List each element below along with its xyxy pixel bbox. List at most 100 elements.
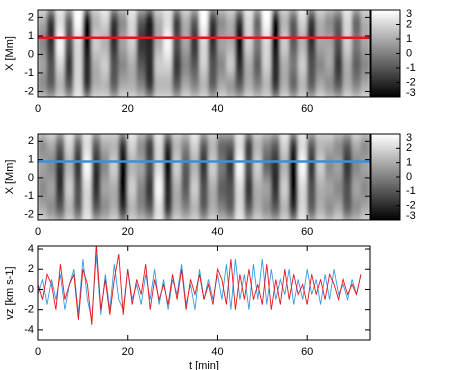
colorbar-tick-label: 2: [406, 18, 412, 30]
heatmap-cell: [279, 74, 290, 97]
heatmap-cell: [288, 134, 299, 156]
heatmap-cell: [351, 176, 362, 199]
colorbar-step: [371, 60, 400, 63]
heatmap-cell: [73, 53, 84, 76]
y-tick-label: 2: [28, 135, 34, 147]
heatmap-cell: [253, 198, 263, 220]
colorbar-step: [371, 55, 400, 59]
colorbar-step: [371, 23, 400, 26]
colorbar-step: [371, 79, 400, 83]
heatmap-cell: [109, 31, 120, 54]
heatmap-cell: [145, 31, 155, 54]
colorbar-step: [371, 42, 400, 46]
heatmap-cell: [333, 176, 344, 199]
heatmap-cell: [208, 10, 218, 33]
colorbar-step: [371, 198, 400, 202]
heatmap-cell: [244, 74, 254, 97]
heatmap-cell: [351, 134, 362, 156]
heatmap-cell: [244, 155, 254, 178]
y-tick-label: 4: [28, 243, 34, 255]
colorbar-step: [371, 140, 400, 144]
heatmap-cell: [181, 176, 191, 199]
colorbar-step: [371, 181, 400, 184]
colorbar-step: [371, 18, 400, 22]
colorbar-tick-label: -2: [406, 76, 416, 88]
colorbar-step: [371, 77, 400, 81]
heatmap-cells: [38, 10, 370, 97]
heatmap-cell: [342, 198, 353, 220]
heatmap-cell: [262, 74, 272, 97]
heatmap-cell: [315, 10, 326, 33]
heatmap-cell: [145, 74, 155, 97]
heatmap-cell: [360, 53, 370, 76]
heatmap-cell: [73, 31, 84, 54]
heatmap-cell: [208, 198, 218, 220]
heatmap-cell: [235, 134, 245, 156]
colorbar-step: [371, 185, 400, 189]
heatmap-cell: [288, 155, 299, 178]
heatmap: [38, 10, 370, 97]
heatmap-cell: [351, 31, 362, 54]
heatmap-cell: [46, 10, 57, 33]
heatmap-cell: [199, 176, 209, 199]
colorbar-tick-label: -2: [406, 200, 416, 212]
heatmap-cell: [100, 31, 111, 54]
heatmap-cell: [154, 176, 164, 199]
colorbar-step: [371, 174, 400, 178]
heatmap-cell: [181, 198, 191, 220]
heatmap-cell: [199, 31, 209, 54]
colorbar-step: [371, 29, 400, 33]
heatmap-cell: [306, 134, 317, 156]
heatmap-cell: [127, 53, 138, 76]
heatmap-cell: [217, 134, 227, 156]
y-axis-label: X [Mm]: [4, 160, 16, 195]
heatmap-cell: [297, 134, 308, 156]
heatmap-cell: [235, 10, 245, 33]
heatmap-cell: [91, 176, 102, 199]
colorbar-step: [371, 194, 400, 197]
heatmap-cell: [91, 74, 102, 97]
heatmap-cell: [73, 155, 84, 178]
heatmap-cell: [208, 155, 218, 178]
heatmap-cell: [109, 155, 120, 178]
heatmap-cell: [145, 10, 155, 33]
heatmap-cell: [333, 155, 344, 178]
colorbar-step: [371, 172, 400, 176]
colorbar-step: [371, 14, 400, 18]
heatmap-cell: [315, 53, 326, 76]
heatmap-cell: [127, 198, 138, 220]
x-tick-label: 40: [211, 346, 223, 358]
heatmap-cell: [306, 31, 317, 54]
heatmap-cell: [38, 155, 48, 178]
heatmap-cell: [270, 31, 281, 54]
heatmap-cell: [172, 198, 182, 220]
heatmap-cell: [351, 53, 362, 76]
colorbar-step: [371, 51, 400, 54]
heatmap-cell: [279, 134, 290, 156]
heatmap-cell: [100, 134, 111, 156]
heatmap-cell: [127, 155, 138, 178]
colorbar-step: [371, 68, 400, 72]
heatmap-cell: [226, 31, 236, 54]
heatmap-cell: [270, 53, 281, 76]
heatmap-cell: [55, 134, 66, 156]
heatmap-cell: [333, 10, 344, 33]
heatmap-cell: [253, 53, 263, 76]
heatmap-cell: [118, 53, 129, 76]
heatmap-cell: [190, 31, 200, 54]
colorbar-step: [371, 209, 400, 212]
heatmap-cell: [38, 198, 48, 220]
heatmap-cell: [136, 74, 146, 97]
heatmap-cell: [217, 31, 227, 54]
heatmap-cell: [270, 10, 281, 33]
heatmap-cells: [38, 134, 370, 220]
heatmap-cell: [55, 74, 66, 97]
heatmap-cell: [136, 53, 146, 76]
colorbar-step: [371, 138, 400, 141]
colorbar-step: [371, 53, 400, 57]
axes-frame: [37, 245, 371, 341]
heatmap-cell: [333, 31, 344, 54]
heatmap-cell: [154, 31, 164, 54]
heatmap-cell: [262, 198, 272, 220]
